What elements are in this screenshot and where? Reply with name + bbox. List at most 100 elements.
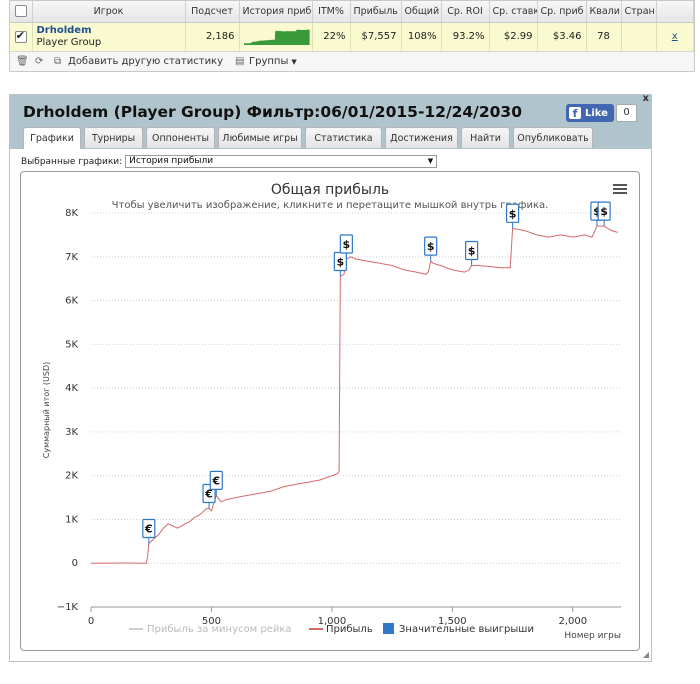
add-stats-label: Добавить другую статистику <box>68 56 224 67</box>
close-icon[interactable]: x <box>642 93 649 104</box>
remove-row-cell[interactable]: x <box>656 22 694 51</box>
add-stats-button[interactable]: ⧉ Добавить другую статистику <box>54 56 223 67</box>
legend-rake-label: Прибыль за минусом рейка <box>147 624 292 635</box>
big-win-marker-symbol: € <box>211 474 220 487</box>
x-tick-label: 1,500 <box>438 616 467 627</box>
x-tick-label: 500 <box>202 616 221 627</box>
tab-favorite-games[interactable]: Любимые игры <box>218 127 302 148</box>
avg-profit-cell: $3.46 <box>537 22 587 51</box>
player-name-link[interactable]: Drholdem <box>36 24 92 36</box>
chart-container[interactable]: Общая прибыль Чтобы увеличить изображение… <box>20 171 640 651</box>
total-cell: 108% <box>401 22 442 51</box>
sparkline-cell <box>239 22 313 51</box>
big-win-marker <box>142 518 156 539</box>
big-win-marker-symbol: $ <box>468 245 476 258</box>
x-tick-label: 2,000 <box>558 616 587 627</box>
facebook-icon: f <box>569 107 581 120</box>
col-header-player[interactable]: Игрок <box>32 1 186 23</box>
y-tick-label: 2K <box>65 471 78 482</box>
col-header-profit-history[interactable]: История приб <box>239 1 313 23</box>
profit-series-line <box>90 225 618 564</box>
stats-panel: Игрок Подсчет История приб ITM% Прибыль … <box>9 0 695 72</box>
col-header-profit[interactable]: Прибыль <box>350 1 402 23</box>
tab-opponents[interactable]: Оппоненты <box>146 127 215 148</box>
tab-find[interactable]: Найти <box>461 127 510 148</box>
big-win-marker-symbol: € <box>204 488 213 501</box>
player-group-label: Player Group <box>36 36 102 48</box>
col-header-avg-profit[interactable]: Ср. приб <box>537 1 587 23</box>
col-header-country[interactable]: Стран <box>621 1 657 23</box>
y-tick-label: 5K <box>65 339 78 350</box>
count-cell: 2,186 <box>185 22 240 51</box>
graph-select-row: Выбранные графики: История прибыли <box>21 155 438 168</box>
groups-dropdown[interactable]: ▤ Группы ▼ <box>235 56 297 67</box>
country-cell <box>621 22 657 51</box>
y-tick-label: 1K <box>65 514 78 525</box>
sparkline-area <box>243 29 310 45</box>
big-win-marker-symbol: $ <box>593 205 601 218</box>
big-win-marker <box>505 203 520 223</box>
resize-grip-icon[interactable]: ◢ <box>642 650 649 659</box>
row-checkbox[interactable] <box>10 22 33 51</box>
y-tick-label: 6K <box>65 296 78 307</box>
window-title: Drholdem (Player Group) Фильтр:06/01/201… <box>23 103 522 121</box>
legend-profit-label: Прибыль <box>326 624 373 635</box>
profit-chart[interactable]: Общая прибыль Чтобы увеличить изображение… <box>21 172 639 650</box>
y-tick-label: 3K <box>65 427 78 438</box>
y-tick-label: 8K <box>65 208 78 219</box>
avg-stake-cell: $2.99 <box>489 22 538 51</box>
trash-icon[interactable]: 🗑 <box>16 55 29 67</box>
tab-publish[interactable]: Опубликовать <box>513 127 593 148</box>
y-tick-label: 0 <box>72 558 78 569</box>
big-win-marker <box>597 201 611 221</box>
stats-header-row: Игрок Подсчет История приб ITM% Прибыль … <box>10 1 694 23</box>
y-tick-label: 4K <box>65 383 78 394</box>
qualified-cell: 78 <box>586 22 622 51</box>
big-win-marker <box>339 234 353 254</box>
big-win-marker <box>424 236 438 256</box>
remove-row-link[interactable]: x <box>671 31 678 43</box>
legend-big-wins-label: Значительные выигрыши <box>399 624 534 635</box>
stats-toolbar: 🗑 ⟳ ⧉ Добавить другую статистику ▤ Групп… <box>10 51 694 71</box>
col-header-qualified[interactable]: Квали <box>586 1 622 23</box>
itm-cell: 22% <box>312 22 351 51</box>
select-all-checkbox[interactable] <box>10 1 33 23</box>
player-cell[interactable]: Drholdem Player Group <box>32 22 186 51</box>
tab-bar: Графики Турниры Оппоненты Любимые игры С… <box>23 127 596 149</box>
legend-big-wins-swatch <box>383 623 394 634</box>
groups-label: Группы <box>249 56 289 67</box>
copy-icon: ⧉ <box>54 55 62 67</box>
facebook-like-label: Like <box>585 107 608 119</box>
tab-graphs[interactable]: Графики <box>23 127 81 149</box>
y-axis-label: Суммарный итог (USD) <box>42 362 51 459</box>
chevron-down-icon: ▼ <box>291 57 297 66</box>
tab-statistics[interactable]: Статистика <box>305 127 382 148</box>
col-header-avg-roi[interactable]: Ср. ROI <box>441 1 490 23</box>
big-win-marker-symbol: $ <box>509 207 517 220</box>
chart-title: Общая прибыль <box>271 182 389 198</box>
facebook-like-button[interactable]: f Like <box>566 104 614 122</box>
profit-cell: $7,557 <box>350 22 402 51</box>
x-tick-label: 0 <box>88 616 94 627</box>
big-win-marker-symbol: $ <box>427 240 435 253</box>
x-axis-label: Номер игры <box>564 631 621 641</box>
chart-menu-icon[interactable] <box>613 184 627 196</box>
big-win-marker-symbol: $ <box>343 238 351 251</box>
y-tick-label: 7K <box>65 252 78 263</box>
folder-icon: ▤ <box>235 55 245 67</box>
table-row[interactable]: Drholdem Player Group 2,186 22% $7,557 1… <box>10 22 694 51</box>
col-header-count[interactable]: Подсчет <box>185 1 240 23</box>
chart-window: Drholdem (Player Group) Фильтр:06/01/201… <box>9 93 652 662</box>
col-header-total[interactable]: Общий <box>401 1 442 23</box>
avg-roi-cell: 93.2% <box>441 22 490 51</box>
big-win-marker-symbol: $ <box>600 205 608 218</box>
col-header-avg-stake[interactable]: Ср. ставк <box>489 1 538 23</box>
tab-tournaments[interactable]: Турниры <box>84 127 143 148</box>
col-header-itm[interactable]: ITM% <box>312 1 351 23</box>
refresh-icon[interactable]: ⟳ <box>35 55 44 67</box>
big-win-marker-symbol: € <box>144 523 153 536</box>
big-win-marker-symbol: $ <box>337 255 345 268</box>
graph-select-dropdown[interactable]: История прибыли <box>125 155 438 168</box>
y-tick-label: −1K <box>57 602 79 613</box>
tab-achievements[interactable]: Достижения <box>385 127 458 148</box>
